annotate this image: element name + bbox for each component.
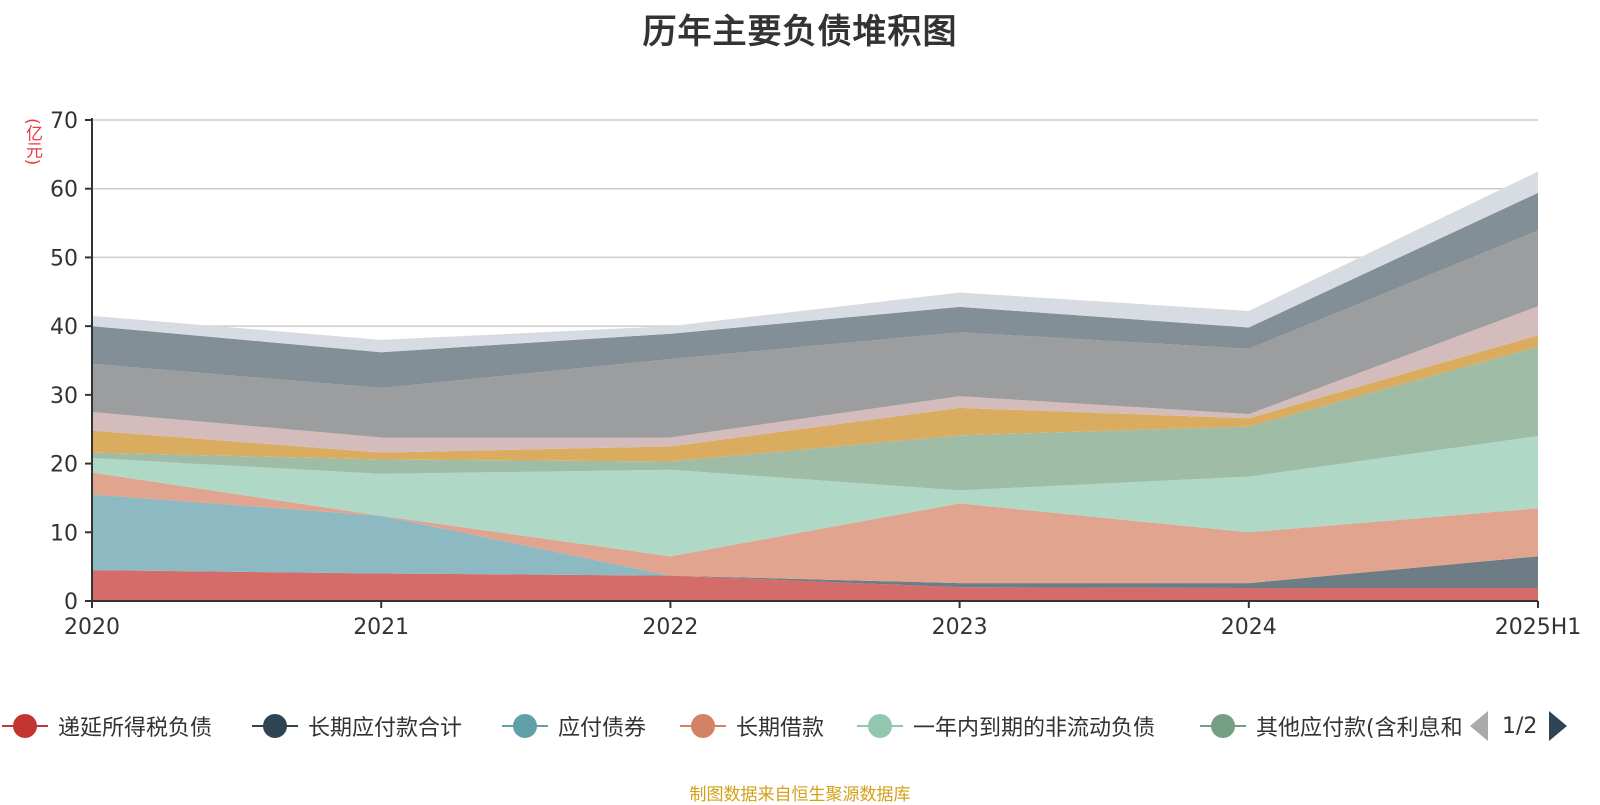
y-tick-label: 10 — [50, 521, 78, 546]
area-series-6 — [92, 346, 1538, 491]
area-series-8 — [92, 306, 1538, 453]
area-series-4 — [92, 472, 1538, 584]
legend-item[interactable]: 长期应付款合计 — [250, 706, 462, 746]
x-tick-label: 2024 — [1221, 615, 1277, 640]
legend-next-page-icon[interactable] — [1549, 711, 1568, 741]
legend-label: 应付债券 — [558, 716, 647, 741]
stacked-area-chart: 0 10 20 30 40 50 60 70 2020 2021 2022 2023 2024 2025H… — [50, 109, 1582, 640]
legend-marker-icon — [0, 713, 50, 739]
data-source-note: 制图数据来自恒生聚源数据库 — [689, 785, 911, 805]
y-tick-label: 30 — [50, 384, 78, 409]
legend-item[interactable]: 一年内到期的非流动负债 — [855, 706, 1155, 746]
x-tick-label: 2025H1 — [1495, 615, 1582, 640]
x-tick-label: 2023 — [932, 615, 988, 640]
legend-marker-icon — [500, 713, 550, 739]
y-tick-label: 60 — [50, 178, 78, 203]
x-tick-label: 2022 — [642, 615, 698, 640]
legend-label: 一年内到期的非流动负债 — [913, 716, 1156, 741]
area-series-5 — [92, 436, 1538, 557]
area-series-9 — [92, 230, 1538, 438]
legend-prev-page-icon[interactable] — [1470, 711, 1488, 741]
area-series-10 — [92, 192, 1538, 388]
area-series-3 — [92, 494, 1538, 584]
legend-marker-icon — [250, 713, 300, 739]
legend-label: 其他应付款(含利息和 — [1256, 716, 1463, 741]
legend-pager: 1/2 — [1470, 706, 1568, 746]
x-tick-label: 2021 — [353, 615, 409, 640]
legend-marker-icon — [1198, 713, 1248, 739]
y-tick-label: 70 — [50, 109, 78, 134]
x-tick-label: 2020 — [64, 615, 120, 640]
legend-item[interactable]: 应付债券 — [500, 706, 646, 746]
y-tick-label: 20 — [50, 453, 78, 478]
legend-item[interactable]: 其他应付款(含利息和 — [1198, 706, 1463, 746]
area-series-7 — [92, 335, 1538, 462]
y-unit-label: (亿元) — [22, 118, 42, 166]
y-tick-label: 50 — [50, 246, 78, 271]
legend-label: 长期借款 — [736, 716, 825, 741]
legend-marker-icon — [855, 713, 905, 739]
area-series-2 — [92, 556, 1538, 588]
chart-title: 历年主要负债堆积图 — [642, 12, 958, 52]
area-series-11 — [92, 171, 1538, 353]
legend-page-indicator: 1/2 — [1502, 713, 1538, 739]
legend-item[interactable]: 长期借款 — [678, 706, 824, 746]
area-series-1 — [92, 570, 1538, 601]
legend-item[interactable]: 递延所得税负债 — [0, 706, 212, 746]
y-tick-label: 0 — [64, 590, 78, 615]
legend: 递延所得税负债 长期应付款合计 应付债券 长期借款 一年内到期的非流动负债 其他应付款(含… — [0, 706, 1600, 746]
legend-label: 递延所得税负债 — [58, 716, 213, 741]
legend-marker-icon — [678, 713, 728, 739]
y-tick-label: 40 — [50, 315, 78, 340]
legend-label: 长期应付款合计 — [308, 716, 463, 741]
